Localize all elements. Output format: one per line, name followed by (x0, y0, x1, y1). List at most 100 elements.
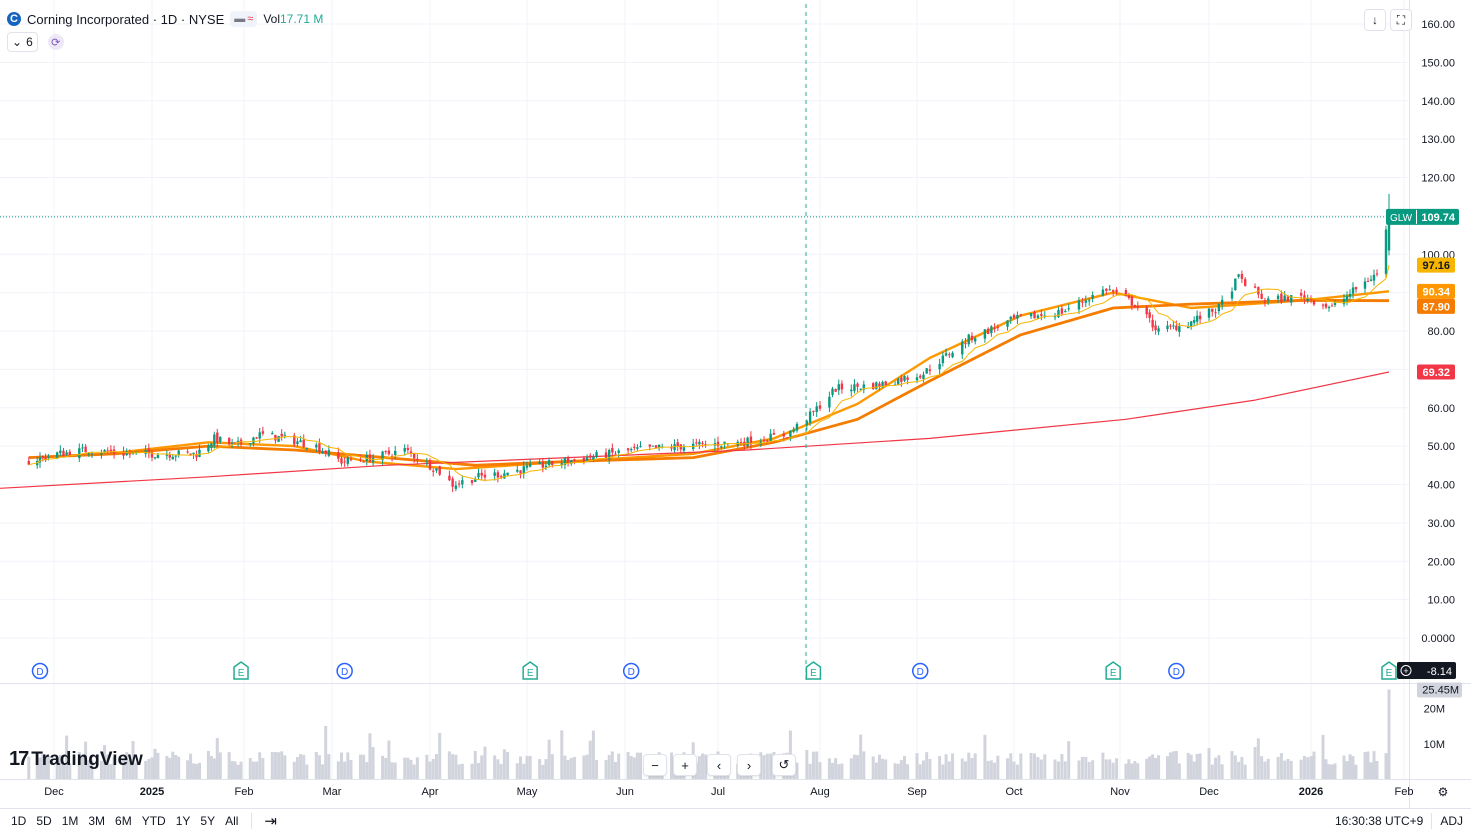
candle-body (639, 446, 642, 448)
earnings-event-letter: E (238, 668, 245, 679)
candle-body (974, 338, 977, 342)
range-button-ytd[interactable]: YTD (141, 814, 166, 828)
range-button-1d[interactable]: 1D (11, 814, 27, 828)
range-button-5d[interactable]: 5D (36, 814, 52, 828)
candle-body (280, 433, 283, 437)
volume-bar (384, 757, 388, 779)
volume-bar (973, 753, 977, 779)
candle-body (409, 451, 413, 454)
symbol-title[interactable]: Corning Incorporated · 1D · NYSE (27, 11, 225, 27)
volume-bar (393, 762, 397, 779)
candle-body (720, 446, 723, 448)
add-plus-icon: + (1403, 666, 1408, 676)
candle-body (340, 458, 343, 464)
candle-body (828, 396, 831, 408)
candle-body (1286, 296, 1290, 302)
volume-bar (704, 754, 708, 779)
volume-bar (815, 751, 819, 779)
volume-bar (434, 754, 438, 779)
reset-chart-button[interactable]: ↺ (772, 754, 796, 776)
range-button-all[interactable]: All (225, 814, 239, 828)
candle-body (236, 440, 240, 443)
volume-bar (283, 755, 287, 779)
candle-body (884, 381, 887, 386)
volume-bar (165, 755, 169, 779)
volume-bar (168, 757, 172, 779)
volume-bar (1189, 754, 1193, 779)
volume-bar (197, 762, 201, 779)
fullscreen-button[interactable]: ⛶ (1390, 9, 1412, 31)
volume-bar (1157, 755, 1161, 779)
volume-bar (834, 758, 838, 779)
volume-bar (877, 754, 881, 779)
dividend-event-letter: D (917, 667, 924, 678)
tradingview-mark-icon: 17 (9, 748, 29, 770)
range-button-3m[interactable]: 3M (88, 814, 106, 828)
symbol-pill[interactable]: ▬ ≈ (230, 11, 258, 27)
dividend-event-letter: D (1173, 667, 1180, 678)
candle-body (165, 454, 169, 456)
adj-toggle[interactable]: ADJ (1440, 814, 1463, 828)
candle-body (122, 451, 125, 456)
candle-body (1006, 320, 1009, 327)
volume-tick-label: 10M (1424, 739, 1445, 751)
time-tick-label: 2025 (140, 786, 164, 798)
reset-controls: ↺ (772, 754, 796, 776)
volume-bar (90, 760, 94, 779)
volume-bar (1372, 751, 1376, 779)
range-button-6m[interactable]: 6M (115, 814, 132, 828)
volume-bar (1091, 760, 1095, 779)
volume-bar (996, 755, 1000, 779)
zoom-in-button[interactable]: + (673, 754, 697, 776)
price-chart[interactable]: 160.00150.00140.00130.00120.00110.00100.… (0, 0, 1471, 808)
candle-body (967, 334, 970, 345)
volume-bar (68, 763, 72, 779)
candle-body (296, 441, 299, 444)
dividend-event-letter: D (341, 667, 348, 678)
volume-bar (327, 754, 331, 779)
range-button-1y[interactable]: 1Y (175, 814, 191, 828)
candle-body (633, 446, 636, 448)
price-tick-label: 50.00 (1427, 441, 1455, 453)
settings-gear-icon[interactable]: ⚙ (1438, 785, 1449, 799)
volume-bar (499, 764, 503, 779)
volume-bar (189, 753, 193, 779)
volume-bar (112, 757, 116, 779)
volume-bar (569, 757, 573, 779)
goto-date-icon[interactable]: ⇥ (264, 813, 277, 830)
candle-body (856, 383, 859, 387)
candle-body (766, 440, 769, 442)
volume-bar (1080, 756, 1084, 779)
volume-bar (1006, 758, 1010, 779)
candle-body (274, 434, 277, 441)
dividend-event-icon (31, 662, 49, 680)
download-button[interactable]: ↓ (1364, 9, 1386, 31)
volume-tick-label: 20M (1424, 704, 1445, 716)
refresh-icon[interactable]: ⟳ (47, 34, 64, 50)
volume-bar (1039, 759, 1043, 779)
candle-body (789, 430, 792, 437)
volume-bar (964, 761, 967, 779)
indicators-toggle[interactable]: ⌄ 6 (7, 32, 38, 52)
scroll-right-button[interactable]: › (737, 754, 761, 776)
timezone-clock[interactable]: 16:30:38 UTC+9 (1334, 814, 1424, 828)
volume-bar (236, 764, 240, 779)
volume-bar (27, 756, 31, 779)
candle-body (499, 476, 503, 478)
zoom-out-button[interactable]: − (643, 754, 667, 776)
tradingview-logo[interactable]: 17 TradingView (9, 748, 143, 771)
scroll-controls: ‹ › (707, 754, 761, 776)
volume-last-badge (1417, 682, 1462, 698)
candle-body (585, 457, 589, 462)
range-button-5y[interactable]: 5Y (200, 814, 216, 828)
last-price-symbol: GLW (1390, 213, 1413, 224)
volume-bar (915, 753, 919, 779)
volume-bar (944, 754, 948, 779)
candle-body (762, 440, 766, 442)
candle-body (746, 437, 749, 447)
volume-bar (1240, 756, 1244, 779)
candle-body (1145, 307, 1148, 315)
candle-body (168, 454, 172, 458)
range-button-1m[interactable]: 1M (61, 814, 79, 828)
scroll-left-button[interactable]: ‹ (707, 754, 731, 776)
